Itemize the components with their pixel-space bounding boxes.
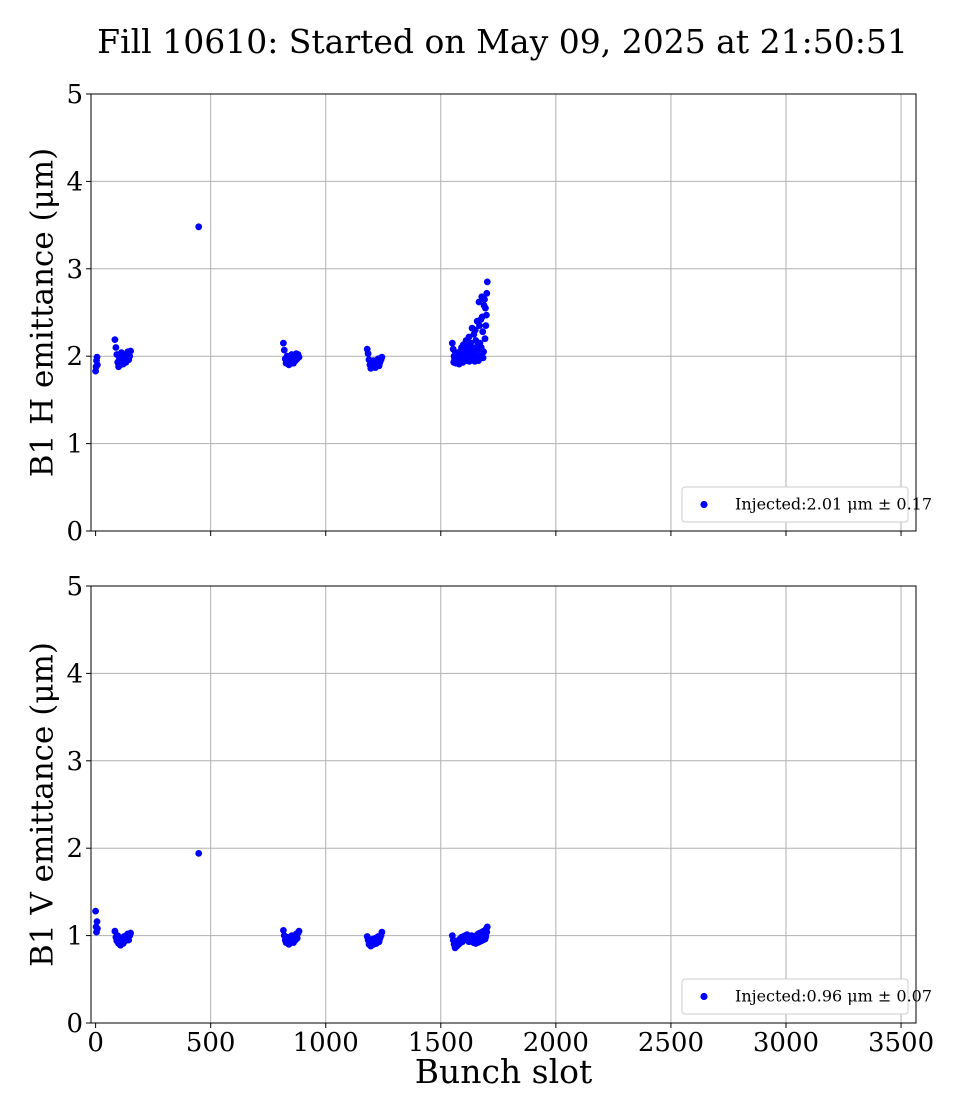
data-point <box>93 353 101 361</box>
x-tick-label: 500 <box>186 1028 236 1058</box>
grid <box>91 585 916 1024</box>
data-point <box>448 339 456 347</box>
data-point <box>474 342 481 350</box>
data-point <box>112 344 120 351</box>
x-tick-label: 1000 <box>293 1028 359 1058</box>
y-tick-label: 2 <box>66 342 83 372</box>
x-axis-label: Bunch slot <box>414 1052 593 1091</box>
y-tick-label: 4 <box>66 167 83 197</box>
data-point <box>195 850 203 857</box>
data-point <box>481 335 489 343</box>
axis-ticks: 0 1 2 3 4 5 <box>66 80 902 547</box>
data-point <box>483 289 491 297</box>
legend-box <box>681 978 909 1015</box>
data-point <box>378 928 386 936</box>
data-point <box>378 353 386 361</box>
data-point <box>483 278 491 286</box>
data-point <box>452 349 459 357</box>
x-tick-label: 3500 <box>868 1028 934 1058</box>
data-point <box>483 923 491 931</box>
data-points <box>92 223 491 375</box>
data-point <box>93 918 101 925</box>
data-point <box>468 324 476 332</box>
data-point <box>280 927 287 934</box>
data-point <box>471 358 479 365</box>
legend-label: Injected:2.01 μm ± 0.17 <box>735 495 932 514</box>
legend-label: Injected:0.96 μm ± 0.07 <box>735 987 932 1006</box>
data-point <box>195 223 203 231</box>
data-point <box>280 346 288 354</box>
data-point <box>481 296 488 303</box>
x-tick-label: 2500 <box>638 1028 704 1058</box>
data-point <box>364 350 372 357</box>
x-tick-label: 0 <box>87 1028 104 1058</box>
data-point <box>111 336 119 343</box>
y-tick-label: 5 <box>66 572 83 602</box>
y-tick-label: 3 <box>66 747 83 777</box>
x-tick-label: 2000 <box>523 1028 589 1058</box>
legend: Injected:2.01 μm ± 0.17 <box>681 486 932 523</box>
data-point <box>478 313 486 321</box>
y-axis-label: B1 V emittance (μm) <box>25 642 61 967</box>
data-point <box>476 322 483 329</box>
data-point <box>450 358 458 366</box>
figure-title: Fill 10610: Started on May 09, 2025 at 2… <box>97 22 908 61</box>
data-point <box>126 352 134 360</box>
y-tick-label: 0 <box>66 517 83 547</box>
data-point <box>295 353 303 361</box>
axis-ticks: 0 500 1000 1500 2000 2500 3000 3500 0 1 2 3 4 5 <box>66 572 934 1058</box>
data-point <box>479 328 487 336</box>
data-point <box>465 333 473 341</box>
plot-frame <box>90 93 917 532</box>
data-point <box>127 929 134 937</box>
plot-frame <box>90 585 917 1024</box>
data-point <box>295 927 303 935</box>
y-tick-label: 2 <box>66 834 83 864</box>
data-point <box>482 322 490 329</box>
data-points <box>92 850 491 952</box>
data-point <box>92 907 99 915</box>
y-tick-label: 3 <box>66 255 83 285</box>
y-axis-label: B1 H emittance (μm) <box>25 148 61 478</box>
data-point <box>293 934 301 942</box>
x-tick-label: 1500 <box>408 1028 474 1058</box>
data-point <box>94 925 101 932</box>
data-point <box>470 331 478 338</box>
data-point <box>475 298 483 306</box>
data-point <box>471 935 479 943</box>
y-tick-label: 4 <box>66 659 83 689</box>
data-point <box>94 361 101 369</box>
legend-marker <box>700 992 708 1001</box>
y-tick-label: 5 <box>66 80 83 110</box>
y-tick-label: 1 <box>66 430 83 460</box>
data-point <box>127 347 134 355</box>
x-tick-label: 3000 <box>753 1028 819 1058</box>
legend: Injected:0.96 μm ± 0.07 <box>681 978 932 1015</box>
y-tick-label: 1 <box>66 922 83 952</box>
legend-marker <box>700 500 708 509</box>
y-tick-label: 0 <box>66 1009 83 1039</box>
data-point <box>280 339 287 347</box>
data-point <box>472 337 480 344</box>
data-point <box>480 302 488 309</box>
legend-box <box>681 486 909 523</box>
